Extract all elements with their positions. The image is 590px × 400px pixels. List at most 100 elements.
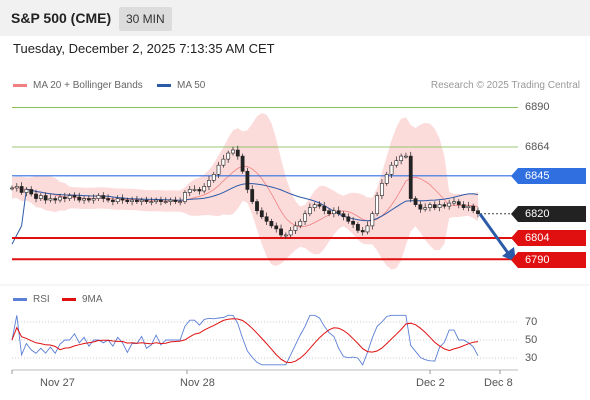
candle-body (351, 221, 355, 225)
candle-body (312, 204, 317, 208)
rsi-line (11, 314, 479, 366)
candle-body (456, 201, 461, 205)
candle-body (159, 199, 163, 202)
candle-body (34, 193, 38, 199)
rsi-swatch-icon (13, 298, 27, 301)
candle-body (307, 207, 312, 215)
last-price-tag: 6820 (511, 206, 586, 222)
rsi-level-70: 70 (525, 316, 538, 328)
candle-body (327, 210, 331, 215)
candle-body (115, 198, 120, 202)
candle-body (29, 189, 34, 195)
x-tick-dec2: Dec 2 (416, 377, 445, 389)
level-tag-6790-text: 6790 (525, 254, 550, 266)
candle-body (380, 183, 384, 196)
candle-body (183, 192, 187, 202)
candle-body (269, 221, 274, 227)
candle-body (197, 189, 202, 192)
candle-body (226, 152, 231, 160)
candle-body (235, 149, 240, 157)
candle-body (211, 174, 216, 181)
candle-body (279, 228, 283, 236)
candle-body (135, 199, 139, 202)
x-tick-nov27: Nov 27 (40, 377, 75, 389)
candle-body (207, 180, 211, 187)
legend-ma50-label: MA 50 (177, 80, 206, 91)
legend-rsi: RSI (13, 294, 50, 305)
candle-body (67, 195, 72, 199)
candle-body (10, 187, 14, 190)
candle-body (130, 199, 135, 202)
candle-body (82, 198, 86, 201)
candle-body (221, 158, 226, 166)
candle-body (173, 199, 178, 202)
candle-body (408, 155, 413, 199)
candle-body (264, 216, 269, 222)
candle-body (288, 230, 293, 236)
candle-body (452, 201, 456, 204)
x-tick-dec8: Dec 8 (484, 377, 513, 389)
candle-body (58, 196, 62, 201)
candle-body (250, 189, 255, 202)
level-label-6864: 6864 (525, 141, 550, 153)
candle-body (476, 210, 480, 215)
forecast-arrow-shaft (478, 213, 510, 254)
candle-body (245, 170, 250, 190)
candle-body (255, 201, 259, 212)
ma9-swatch-icon (62, 298, 76, 301)
ma50-line (11, 183, 479, 245)
candle-body (120, 198, 125, 201)
candle-body (375, 195, 380, 215)
candle-body (192, 189, 197, 191)
candle-body (38, 195, 43, 199)
candle-body (418, 204, 423, 210)
candle-body (187, 189, 192, 193)
candle-body (72, 195, 77, 198)
rsi-level-30: 30 (525, 352, 538, 364)
candle-body (96, 195, 101, 199)
candle-body (365, 225, 370, 233)
instrument-title: S&P 500 (CME) (11, 10, 112, 26)
candle-body (149, 201, 154, 203)
candle-body (24, 189, 29, 193)
candle-body (355, 224, 360, 231)
candle-body (283, 234, 288, 237)
bollinger-swatch-icon (13, 84, 27, 87)
candle-body (442, 204, 447, 207)
legend-ma9: 9MA (62, 294, 103, 305)
candle-body (86, 198, 91, 201)
candle-body (394, 160, 399, 166)
candle-body (178, 201, 183, 203)
legend-rsi-label: RSI (33, 294, 50, 305)
candle-body (303, 213, 307, 222)
level-tag-6804: 6804 (511, 230, 586, 246)
candle-body (163, 201, 168, 203)
candle-body (322, 205, 327, 211)
candle-body (202, 186, 207, 192)
candle-body (231, 149, 235, 154)
legend-bollinger: MA 20 + Bollinger Bands (13, 80, 143, 91)
candle-body (144, 199, 149, 202)
level-tag-6845-text: 6845 (525, 170, 550, 182)
level-tag-6804-text: 6804 (525, 232, 550, 244)
candle-body (360, 230, 365, 233)
candle-body (317, 204, 322, 207)
candle-body (389, 164, 394, 175)
level-tag-6845: 6845 (511, 168, 586, 184)
candle-body (423, 207, 428, 210)
timeframe-button[interactable]: 30 MIN (119, 7, 172, 31)
candle-body (91, 198, 96, 201)
candle-body (216, 164, 221, 175)
candle-body (43, 195, 48, 201)
candle-body (168, 199, 173, 202)
candle-body (106, 198, 110, 201)
candle-body (14, 186, 19, 189)
candle-body (428, 204, 432, 208)
candle-body (293, 225, 298, 231)
rsi-ma9-line (11, 318, 479, 364)
legend-ma50: MA 50 (157, 80, 205, 91)
candle-body (139, 199, 144, 202)
candle-body (437, 204, 442, 208)
